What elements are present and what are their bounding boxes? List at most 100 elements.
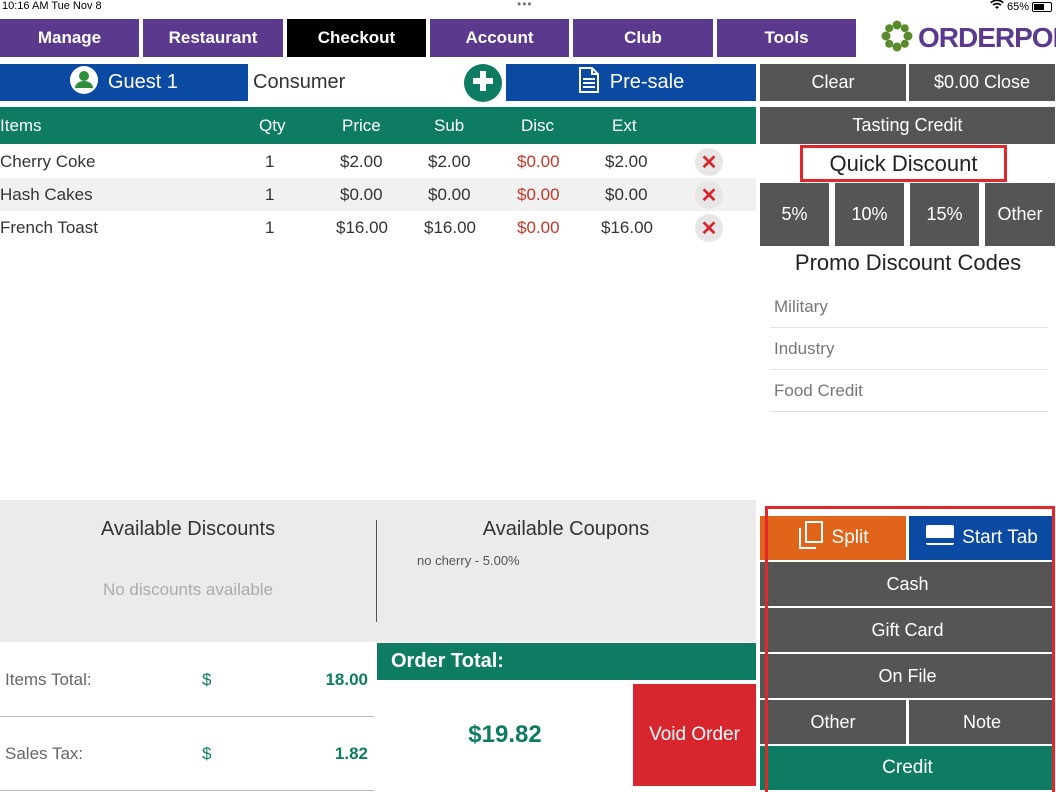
promo-codes-title: Promo Discount Codes <box>794 250 1022 275</box>
add-guest-button[interactable] <box>464 64 502 102</box>
item-price: $2.00 <box>340 151 383 171</box>
item-price: $0.00 <box>340 184 383 204</box>
tasting-credit-button[interactable]: Tasting Credit <box>760 107 1055 144</box>
start-tab-button[interactable]: Start Tab <box>909 516 1055 560</box>
col-ext: Ext <box>612 115 637 135</box>
sales-tax-label: Sales Tax: <box>5 743 84 763</box>
discount-other-button[interactable]: Other <box>985 183 1055 246</box>
item-ext: $2.00 <box>605 151 648 171</box>
close-button[interactable]: $0.00 Close <box>909 64 1055 101</box>
note-button[interactable]: Note <box>909 700 1055 744</box>
credit-button[interactable]: Credit <box>760 746 1055 790</box>
status-bar: 10:16 AM Tue Nov 8 ••• 65% <box>0 0 1056 14</box>
orderport-logo: ORDERPORT <box>880 18 1056 58</box>
items-total-value: 18.00 <box>325 669 368 689</box>
guest-button[interactable]: Guest 1 <box>0 64 248 101</box>
nav-tab-checkout[interactable]: Checkout <box>287 19 426 57</box>
no-discounts-text: No discounts available <box>102 580 274 599</box>
quick-discount-title: Quick Discount <box>800 145 1007 182</box>
item-sub: $2.00 <box>428 151 471 171</box>
clear-button[interactable]: Clear <box>760 64 906 101</box>
delete-item-button[interactable]: ✕ <box>695 148 723 176</box>
panel-divider <box>376 520 377 622</box>
items-table-header: Items Qty Price Sub Disc Ext <box>0 107 756 144</box>
order-total-value: $19.82 <box>468 721 542 748</box>
discount-5-button[interactable]: 5% <box>760 183 829 246</box>
close-icon: ✕ <box>700 184 718 207</box>
plus-icon <box>472 70 494 97</box>
multitask-dots[interactable]: ••• <box>517 0 533 11</box>
status-right: 65% <box>990 0 1052 13</box>
available-discounts-title: Available Discounts <box>100 518 276 540</box>
items-total-label: Items Total: <box>5 669 92 689</box>
customer-type[interactable]: Consumer <box>253 71 346 93</box>
discount-15-button[interactable]: 15% <box>910 183 979 246</box>
table-row[interactable]: French Toast 1 $16.00 $16.00 $0.00 $16.0… <box>0 211 756 244</box>
promo-code-military[interactable]: Military <box>770 286 1048 328</box>
item-name: French Toast <box>0 217 98 237</box>
item-name: Hash Cakes <box>0 184 93 204</box>
item-sub: $16.00 <box>424 217 476 237</box>
document-icon <box>578 66 600 100</box>
item-disc: $0.00 <box>517 151 560 171</box>
on-file-button[interactable]: On File <box>760 654 1055 698</box>
other-payment-button[interactable]: Other <box>760 700 906 744</box>
logo-text: ORDERPORT <box>918 22 1056 53</box>
discount-10-button[interactable]: 10% <box>835 183 904 246</box>
battery-percent: 65% <box>1006 0 1029 13</box>
item-name: Cherry Coke <box>0 151 96 171</box>
flower-logo-icon <box>880 19 914 58</box>
items-total-row: Items Total: $ 18.00 <box>0 643 374 717</box>
nav-tab-tools[interactable]: Tools <box>717 19 856 57</box>
table-row[interactable]: Hash Cakes 1 $0.00 $0.00 $0.00 $0.00 ✕ <box>0 178 756 211</box>
available-coupons-title: Available Coupons <box>482 518 650 540</box>
item-disc: $0.00 <box>517 217 560 237</box>
nav-tab-manage[interactable]: Manage <box>0 19 139 57</box>
nav-tab-club[interactable]: Club <box>573 19 713 57</box>
order-total-label: Order Total: <box>377 643 756 680</box>
sales-tax-value: 1.82 <box>334 743 368 763</box>
item-ext: $16.00 <box>601 217 653 237</box>
split-icon <box>798 521 824 555</box>
item-disc: $0.00 <box>517 184 560 204</box>
delete-item-button[interactable]: ✕ <box>695 181 723 209</box>
wifi-icon <box>990 0 1004 13</box>
nav-tab-restaurant[interactable]: Restaurant <box>143 19 283 57</box>
delete-item-button[interactable]: ✕ <box>695 214 723 242</box>
table-row[interactable]: Cherry Coke 1 $2.00 $2.00 $0.00 $2.00 ✕ <box>0 145 756 178</box>
gift-card-button[interactable]: Gift Card <box>760 608 1055 652</box>
presale-button[interactable]: Pre-sale <box>506 64 756 101</box>
cash-button[interactable]: Cash <box>760 562 1055 606</box>
item-ext: $0.00 <box>605 184 648 204</box>
close-icon: ✕ <box>700 151 718 174</box>
item-qty: 1 <box>265 184 275 204</box>
guest-label: Guest 1 <box>107 71 179 93</box>
item-qty: 1 <box>265 217 275 237</box>
split-button[interactable]: Split <box>760 516 906 560</box>
sales-tax-row: Sales Tax: $ 1.82 <box>0 717 374 791</box>
col-items: Items <box>0 115 42 135</box>
void-order-button[interactable]: Void Order <box>633 684 756 786</box>
status-time: 10:16 AM Tue Nov 8 <box>2 0 102 12</box>
col-qty: Qty <box>259 115 286 135</box>
split-label: Split <box>831 527 869 548</box>
col-disc: Disc <box>521 115 555 135</box>
coupon-item[interactable]: no cherry - 5.00% <box>417 553 520 568</box>
item-sub: $0.00 <box>428 184 471 204</box>
col-price: Price <box>342 115 381 135</box>
discounts-coupons-panel: Available Discounts No discounts availab… <box>0 500 756 642</box>
presale-label: Pre-sale <box>609 71 685 93</box>
battery-icon <box>1032 1 1052 12</box>
close-icon: ✕ <box>700 217 718 240</box>
user-icon <box>69 65 98 100</box>
start-tab-label: Start Tab <box>962 527 1038 548</box>
sales-tax-currency: $ <box>202 743 212 763</box>
item-qty: 1 <box>265 151 275 171</box>
nav-tab-account[interactable]: Account <box>430 19 569 57</box>
card-icon <box>926 525 955 551</box>
promo-code-industry[interactable]: Industry <box>770 328 1048 370</box>
items-total-currency: $ <box>202 669 212 689</box>
item-price: $16.00 <box>336 217 388 237</box>
promo-code-food-credit[interactable]: Food Credit <box>770 370 1048 412</box>
col-sub: Sub <box>434 115 465 135</box>
